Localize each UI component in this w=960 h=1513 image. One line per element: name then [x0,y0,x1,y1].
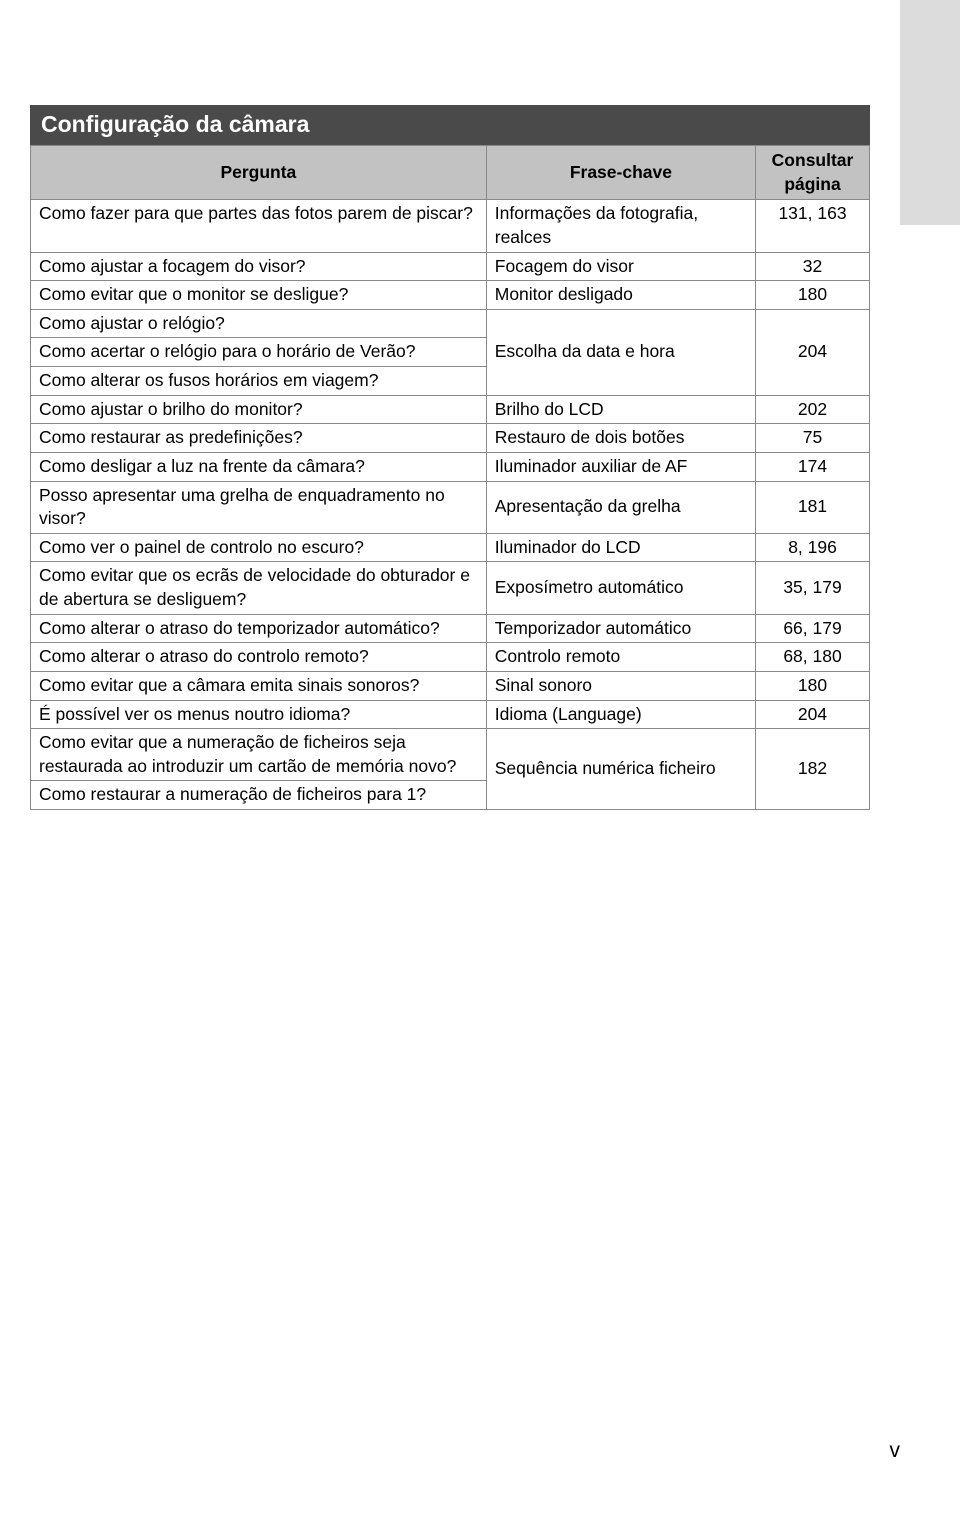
cell-page: 8, 196 [756,533,870,562]
cell-keyword: Focagem do visor [486,252,755,281]
col-header-page: Consultar página [756,146,870,200]
table-row: Como desligar a luz na frente da câmara?… [31,452,870,481]
cell-question: Como alterar o atraso do temporizador au… [31,614,487,643]
table-row: Como alterar o atraso do controlo remoto… [31,643,870,672]
table-row: Como restaurar as predefinições? Restaur… [31,424,870,453]
table-row: Como evitar que a câmara emita sinais so… [31,671,870,700]
qa-table: Pergunta Frase-chave Consultar página Co… [30,145,870,810]
cell-keyword: Restauro de dois botões [486,424,755,453]
table-row: Como evitar que o monitor se desligue? M… [31,281,870,310]
cell-question: Como alterar os fusos horários em viagem… [31,367,487,396]
section-title: Configuração da câmara [30,105,870,145]
cell-question: Como evitar que a câmara emita sinais so… [31,671,487,700]
cell-page: 131, 163 [756,200,870,252]
table-row: Posso apresentar uma grelha de enquadram… [31,481,870,533]
table-row: Como fazer para que partes das fotos par… [31,200,870,252]
table-row: É possível ver os menus noutro idioma? I… [31,700,870,729]
cell-page: 204 [756,700,870,729]
cell-question: Como acertar o relógio para o horário de… [31,338,487,367]
page-number: v [890,1439,901,1463]
table-row: Como alterar o atraso do temporizador au… [31,614,870,643]
cell-question: Como fazer para que partes das fotos par… [31,200,487,252]
table-body: Como fazer para que partes das fotos par… [31,200,870,810]
cell-keyword: Apresentação da grelha [486,481,755,533]
cell-question: Como restaurar as predefinições? [31,424,487,453]
cell-keyword: Controlo remoto [486,643,755,672]
table-row: Como ajustar o relógio? Escolha da data … [31,309,870,338]
cell-question: Como alterar o atraso do controlo remoto… [31,643,487,672]
cell-question: Posso apresentar uma grelha de enquadram… [31,481,487,533]
cell-keyword: Temporizador automático [486,614,755,643]
table-header-row: Pergunta Frase-chave Consultar página [31,146,870,200]
cell-keyword: Informações da fotografia, realces [486,200,755,252]
cell-page: 75 [756,424,870,453]
cell-question: Como evitar que o monitor se desligue? [31,281,487,310]
cell-question: Como restaurar a numeração de ficheiros … [31,781,487,810]
page-content: Configuração da câmara Pergunta Frase-ch… [30,105,870,810]
cell-question: É possível ver os menus noutro idioma? [31,700,487,729]
cell-question: Como ajustar o relógio? [31,309,487,338]
cell-page: 180 [756,281,870,310]
cell-page: 66, 179 [756,614,870,643]
cell-keyword: Brilho do LCD [486,395,755,424]
cell-question: Como ajustar o brilho do monitor? [31,395,487,424]
col-header-keyword: Frase-chave [486,146,755,200]
cell-keyword: Exposímetro automático [486,562,755,614]
cell-question: Como ajustar a focagem do visor? [31,252,487,281]
cell-keyword: Idioma (Language) [486,700,755,729]
side-tab [900,0,960,225]
cell-page: 32 [756,252,870,281]
cell-keyword: Sinal sonoro [486,671,755,700]
table-row: Como ver o painel de controlo no escuro?… [31,533,870,562]
cell-keyword: Escolha da data e hora [486,309,755,395]
cell-keyword: Iluminador auxiliar de AF [486,452,755,481]
table-row: Como ajustar a focagem do visor? Focagem… [31,252,870,281]
cell-question: Como evitar que a numeração de ficheiros… [31,729,487,781]
col-header-question: Pergunta [31,146,487,200]
cell-page: 35, 179 [756,562,870,614]
cell-page: 204 [756,309,870,395]
table-row: Como evitar que os ecrãs de velocidade d… [31,562,870,614]
cell-page: 68, 180 [756,643,870,672]
cell-keyword: Sequência numérica ficheiro [486,729,755,810]
cell-page: 182 [756,729,870,810]
cell-page: 202 [756,395,870,424]
table-row: Como evitar que a numeração de ficheiros… [31,729,870,781]
cell-question: Como evitar que os ecrãs de velocidade d… [31,562,487,614]
table-row: Como ajustar o brilho do monitor? Brilho… [31,395,870,424]
cell-page: 181 [756,481,870,533]
cell-question: Como desligar a luz na frente da câmara? [31,452,487,481]
cell-keyword: Monitor desligado [486,281,755,310]
cell-question: Como ver o painel de controlo no escuro? [31,533,487,562]
cell-page: 174 [756,452,870,481]
cell-page: 180 [756,671,870,700]
cell-keyword: Iluminador do LCD [486,533,755,562]
